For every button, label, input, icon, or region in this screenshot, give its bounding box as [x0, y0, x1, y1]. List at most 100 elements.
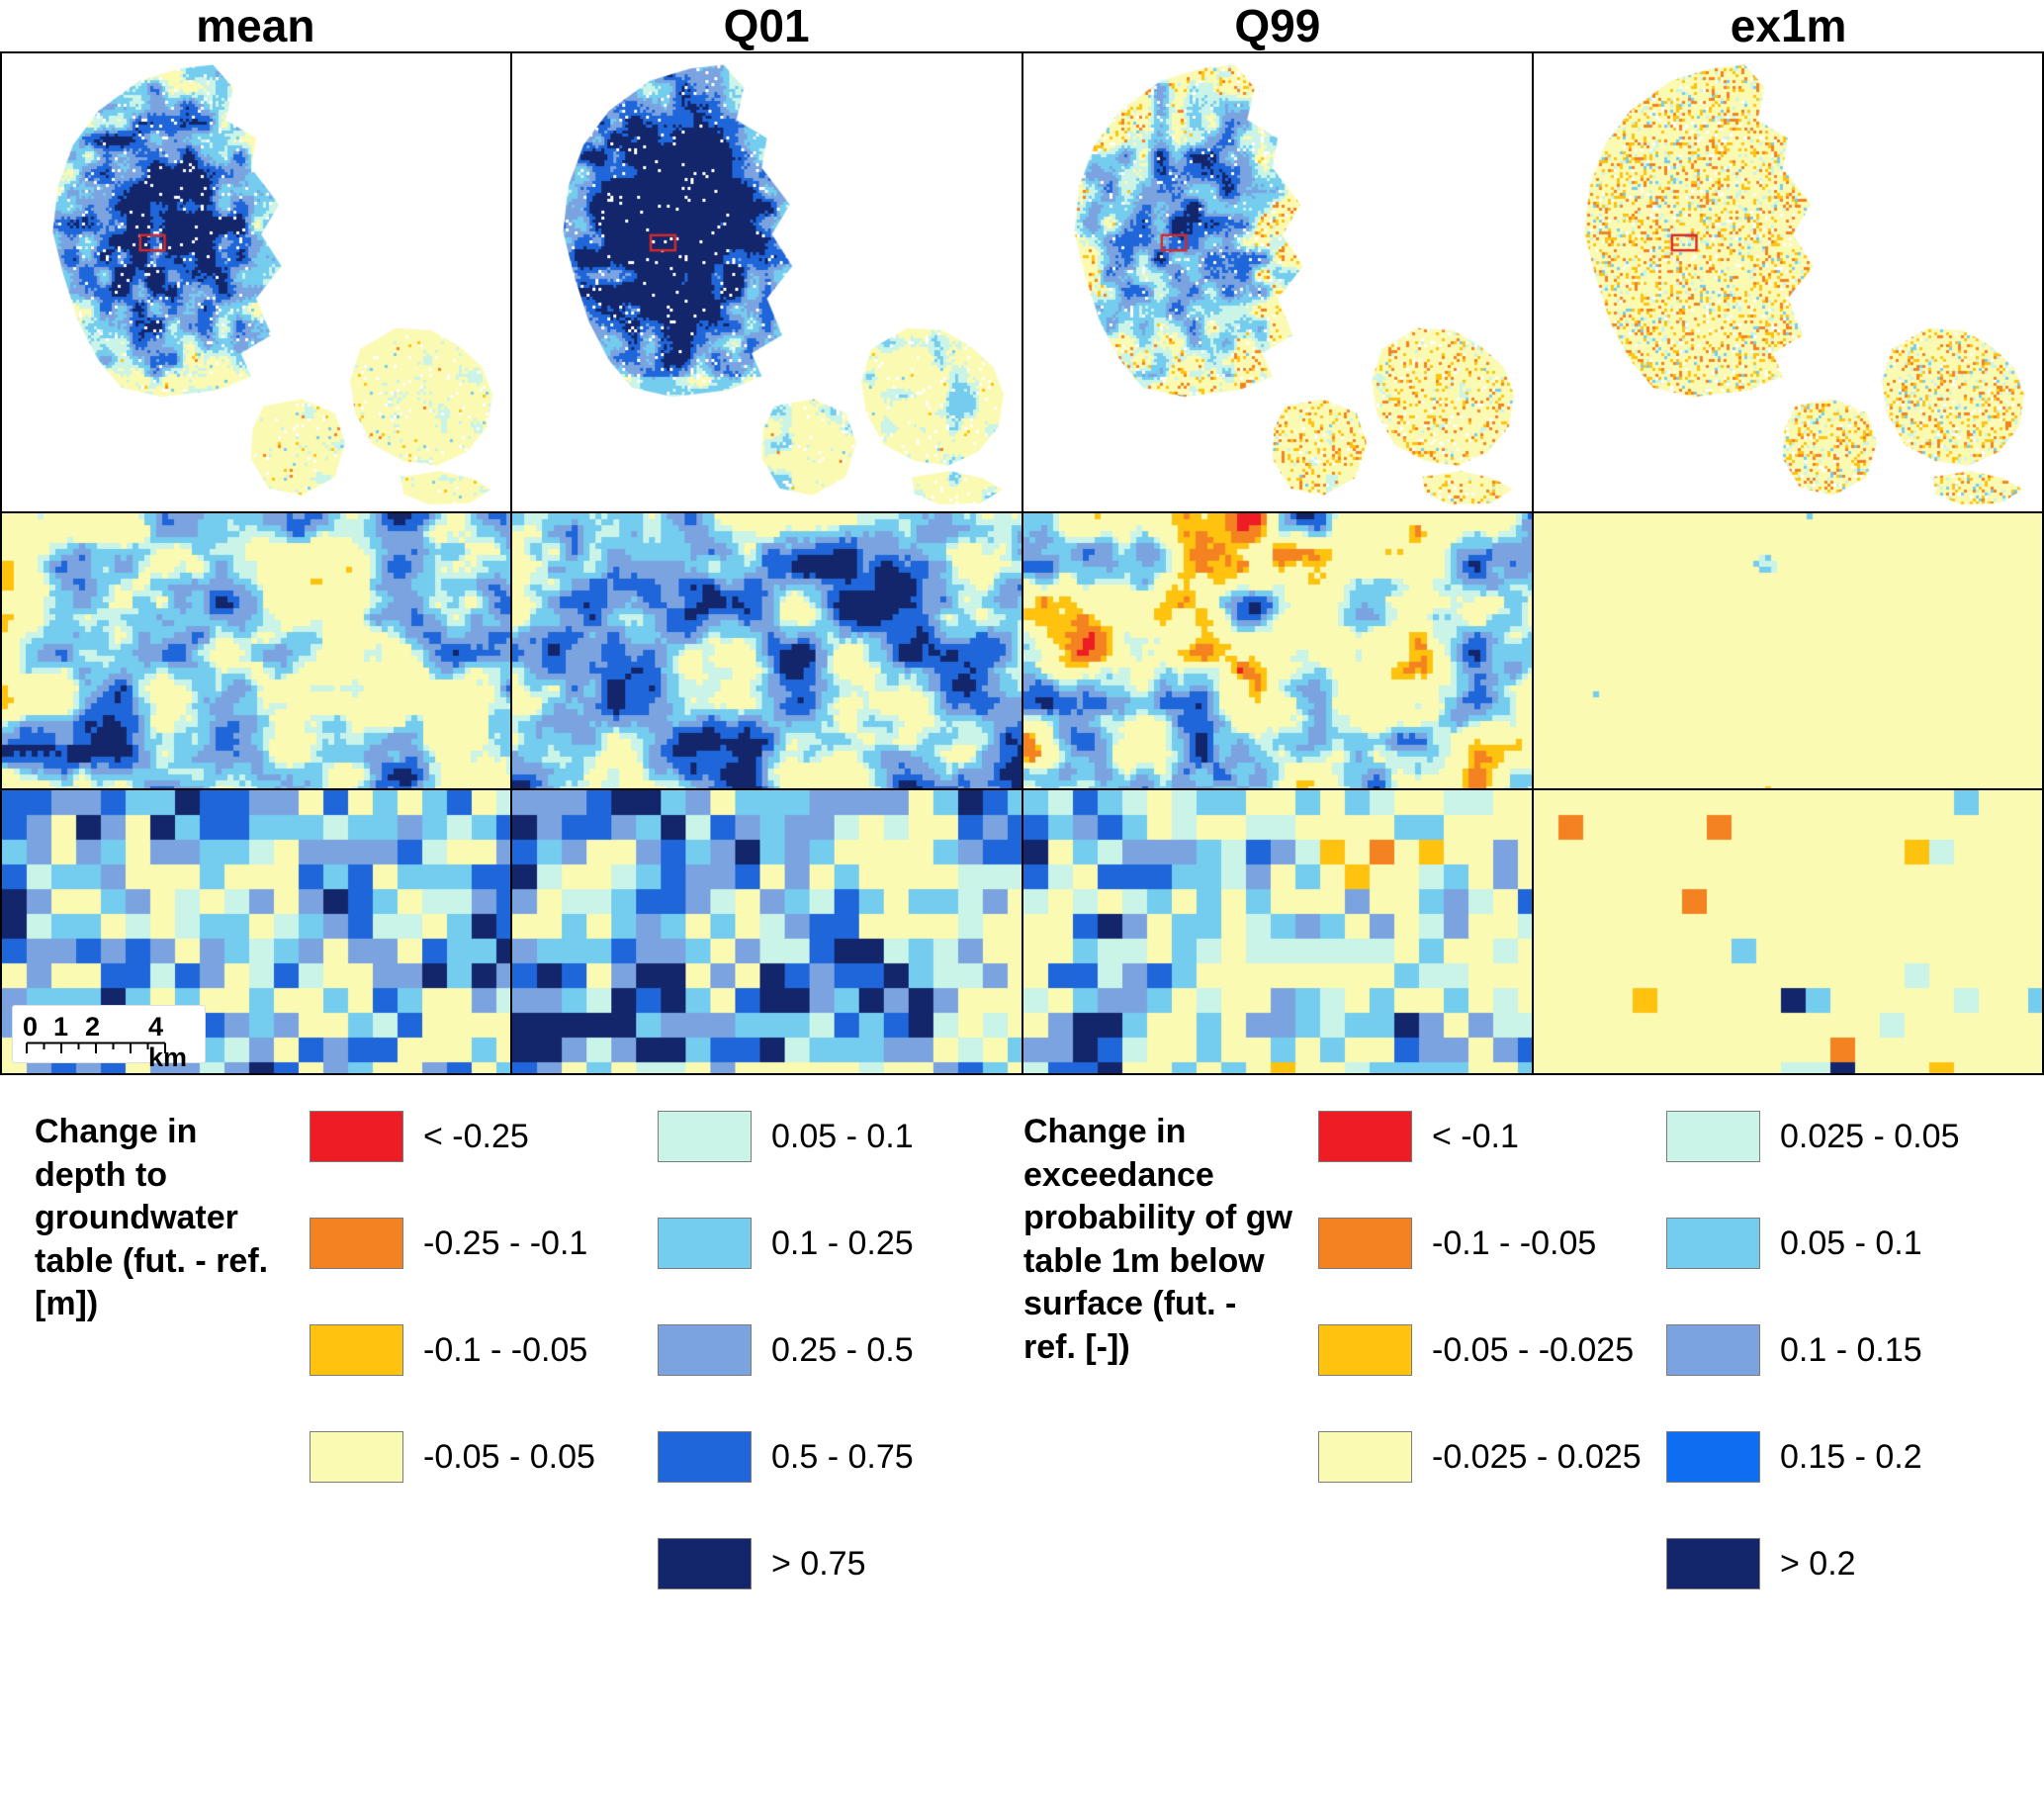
legend-area: Change in depth to groundwater table (fu…: [0, 1075, 2044, 1589]
legend-label: 0.05 - 0.1: [771, 1117, 914, 1155]
map-panel-mean-zoom: [1, 512, 512, 789]
legend-depth-col1: < -0.25 -0.25 - -0.1 -0.1 - -0.05 -0.05 …: [310, 1111, 632, 1589]
map-panel-q99-zoom: [1022, 512, 1533, 789]
legend-item: < -0.1: [1318, 1111, 1641, 1162]
map-canvas: [1533, 790, 2042, 1073]
legend-item: -0.025 - 0.025: [1318, 1431, 1642, 1483]
legend-label: -0.05 - 0.05: [423, 1437, 595, 1476]
map-canvas: [1022, 790, 1532, 1073]
legend-label: 0.1 - 0.25: [771, 1224, 914, 1262]
legend-label: -0.1 - -0.05: [1432, 1224, 1597, 1262]
legend-depth-title: Change in depth to groundwater table (fu…: [35, 1113, 269, 1323]
legend-item: -0.05 - 0.05: [310, 1431, 632, 1483]
legend-item: -0.25 - -0.1: [310, 1218, 632, 1269]
legend-swatch: [658, 1324, 752, 1376]
legend-depth-group: Change in depth to groundwater table (fu…: [35, 1111, 980, 1589]
legend-label: -0.05 - -0.025: [1432, 1330, 1635, 1369]
map-canvas: [1022, 513, 1532, 788]
map-canvas: [2, 53, 511, 511]
legend-label: 0.15 - 0.2: [1780, 1437, 1922, 1476]
legend-swatch: [658, 1538, 752, 1589]
scale-bar: 0 1 2 4 km: [12, 1005, 206, 1072]
map-panel-q01-grid: [511, 789, 1022, 1074]
legend-item: > 0.75: [658, 1538, 980, 1589]
legend-item: -0.05 - -0.025: [1318, 1324, 1641, 1376]
legend-label: -0.1 - -0.05: [423, 1330, 588, 1369]
legend-label: < -0.25: [423, 1117, 529, 1155]
column-header-q01: Q01: [723, 0, 810, 51]
column-headers: mean Q01 Q99 ex1m: [0, 0, 2044, 51]
scale-bar-label: 4 km: [148, 1012, 188, 1072]
legend-swatch: [1666, 1431, 1760, 1483]
legend-item: 0.1 - 0.15: [1666, 1324, 1989, 1376]
legend-item: 0.025 - 0.05: [1666, 1111, 1989, 1162]
map-canvas: [512, 790, 1022, 1073]
map-panel-mean-grid: 0 1 2 4 km: [1, 789, 512, 1074]
legend-item: 0.05 - 0.1: [658, 1111, 980, 1162]
legend-label: 0.1 - 0.15: [1780, 1330, 1922, 1369]
map-canvas: [512, 53, 1022, 511]
legend-exceedance-group: Change in exceedance probability of gw t…: [1023, 1111, 1989, 1589]
legend-item: -0.1 - -0.05: [1318, 1218, 1641, 1269]
map-panel-q01-denmark: [511, 52, 1022, 512]
legend-item: < -0.25: [310, 1111, 632, 1162]
map-panel-ex1m-zoom: [1532, 512, 2043, 789]
legend-item: 0.25 - 0.5: [658, 1324, 980, 1376]
legend-swatch: [658, 1218, 752, 1269]
legend-label: > 0.75: [771, 1544, 866, 1583]
legend-item: 0.15 - 0.2: [1666, 1431, 1989, 1483]
legend-swatch: [1666, 1538, 1760, 1589]
legend-label: 0.05 - 0.1: [1780, 1224, 1922, 1262]
legend-swatch: [310, 1218, 403, 1269]
legend-item: > 0.2: [1666, 1538, 1989, 1589]
legend-depth-col2: 0.05 - 0.1 0.1 - 0.25 0.25 - 0.5 0.5 - 0…: [658, 1111, 980, 1589]
column-header-ex1m: ex1m: [1730, 0, 1847, 51]
scale-bar-label: 2: [85, 1012, 101, 1042]
legend-item: -0.1 - -0.05: [310, 1324, 632, 1376]
legend-label: > 0.2: [1780, 1544, 1856, 1583]
scale-bar-ruler-icon: [26, 1042, 166, 1053]
map-panel-q99-grid: [1022, 789, 1533, 1074]
map-grid: 0 1 2 4 km: [0, 51, 2044, 1075]
legend-exceedance-col1: < -0.1 -0.1 - -0.05 -0.05 - -0.025 -0.02…: [1318, 1111, 1642, 1589]
map-canvas: [1022, 53, 1532, 511]
map-canvas: [512, 513, 1022, 788]
column-header-q99: Q99: [1234, 0, 1321, 51]
legend-label: 0.025 - 0.05: [1780, 1117, 1960, 1155]
legend-swatch: [658, 1431, 752, 1483]
legend-swatch: [658, 1111, 752, 1162]
legend-label: 0.5 - 0.75: [771, 1437, 914, 1476]
legend-swatch: [1318, 1324, 1412, 1376]
map-panel-q99-denmark: [1022, 52, 1533, 512]
legend-label: < -0.1: [1432, 1117, 1519, 1155]
map-panel-ex1m-grid: [1532, 789, 2043, 1074]
legend-item: 0.05 - 0.1: [1666, 1218, 1989, 1269]
legend-swatch: [310, 1324, 403, 1376]
legend-label: -0.025 - 0.025: [1432, 1437, 1642, 1476]
legend-swatch: [1318, 1111, 1412, 1162]
legend-item: 0.5 - 0.75: [658, 1431, 980, 1483]
legend-swatch: [310, 1431, 403, 1483]
map-canvas: [2, 513, 511, 788]
legend-swatch: [1318, 1431, 1412, 1483]
scale-bar-numbers: 0 1 2 4 km: [23, 1012, 193, 1072]
legend-exceedance-col2: 0.025 - 0.05 0.05 - 0.1 0.1 - 0.15 0.15 …: [1666, 1111, 1989, 1589]
legend-swatch: [310, 1111, 403, 1162]
legend-swatch: [1666, 1218, 1760, 1269]
legend-label: -0.25 - -0.1: [423, 1224, 588, 1262]
map-panel-q01-zoom: [511, 512, 1022, 789]
column-header-mean: mean: [196, 0, 315, 51]
legend-swatch: [1318, 1218, 1412, 1269]
legend-item: 0.1 - 0.25: [658, 1218, 980, 1269]
scale-bar-label: 1: [53, 1012, 69, 1042]
legend-exceedance-title: Change in exceedance probability of gw t…: [1023, 1113, 1292, 1366]
legend-label: 0.25 - 0.5: [771, 1330, 914, 1369]
legend-swatch: [1666, 1324, 1760, 1376]
map-canvas: [1533, 513, 2042, 788]
legend-swatch: [1666, 1111, 1760, 1162]
map-panel-mean-denmark: [1, 52, 512, 512]
map-canvas: [1533, 53, 2042, 511]
scale-bar-label: 0: [23, 1012, 39, 1042]
map-panel-ex1m-denmark: [1532, 52, 2043, 512]
